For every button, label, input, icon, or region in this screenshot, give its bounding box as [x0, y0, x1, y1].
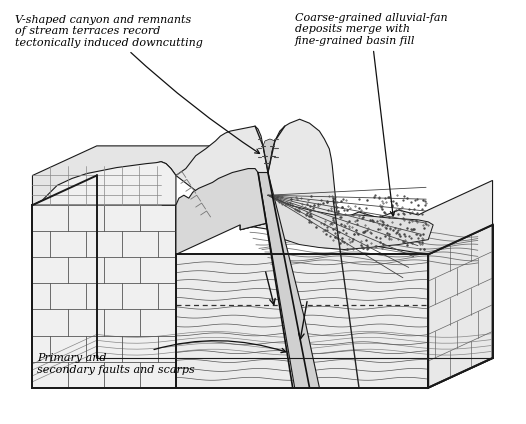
Polygon shape — [268, 195, 433, 249]
Polygon shape — [33, 205, 176, 388]
Polygon shape — [33, 358, 492, 388]
Text: Coarse-grained alluvial-fan
deposits merge with
fine-grained basin fill: Coarse-grained alluvial-fan deposits mer… — [295, 13, 447, 216]
Text: Primary and
secondary faults and scarps: Primary and secondary faults and scarps — [37, 340, 286, 375]
Polygon shape — [258, 173, 319, 388]
Polygon shape — [176, 169, 280, 254]
Polygon shape — [176, 119, 339, 230]
Polygon shape — [176, 254, 428, 388]
Polygon shape — [33, 162, 176, 205]
Text: V-shaped canyon and remnants
of stream terraces record
tectonically induced down: V-shaped canyon and remnants of stream t… — [15, 14, 259, 153]
Polygon shape — [263, 139, 275, 173]
Polygon shape — [240, 181, 492, 254]
Polygon shape — [428, 225, 492, 388]
Polygon shape — [33, 146, 240, 205]
